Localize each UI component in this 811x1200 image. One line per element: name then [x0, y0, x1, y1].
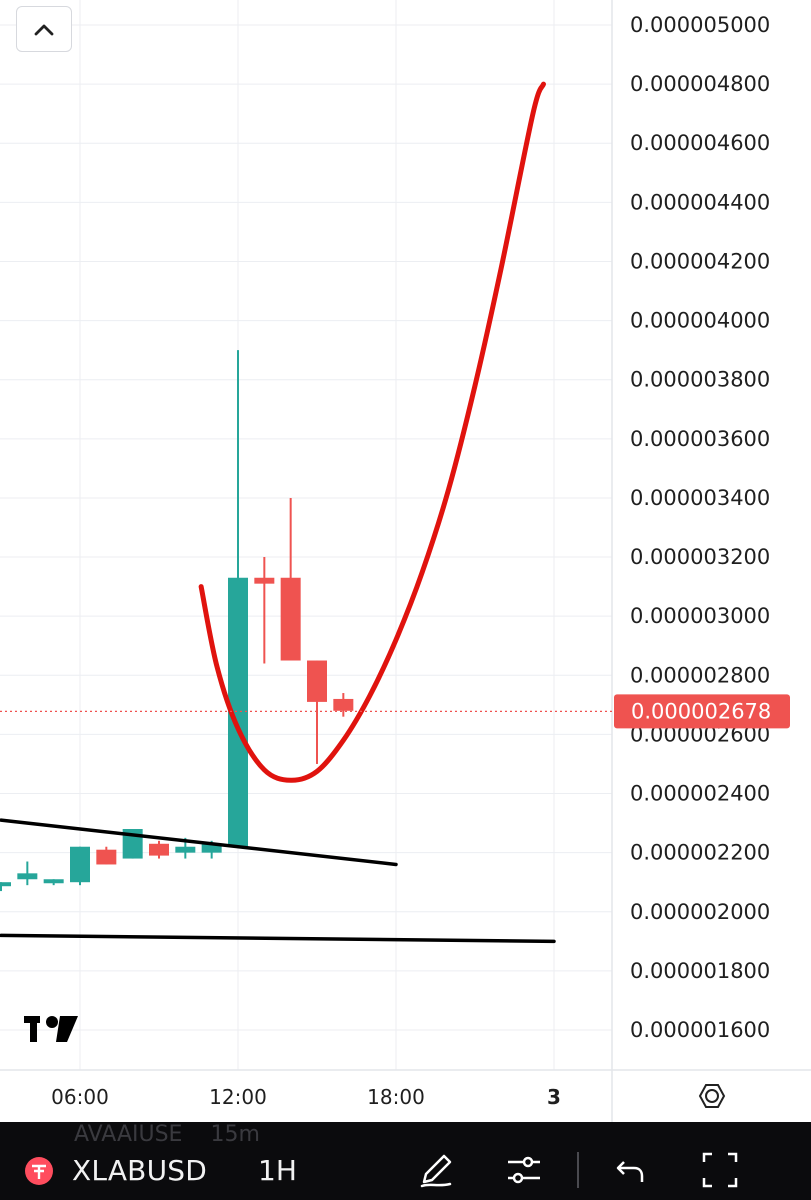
ghost-symbol-text: AVAAIUSE 15m: [74, 1122, 260, 1147]
price-tick-label: 0.000002200: [630, 841, 770, 865]
price-tick-label: 0.000003000: [630, 604, 770, 628]
price-tick-label: 0.000004800: [630, 72, 770, 96]
time-tick-label: 12:00: [209, 1085, 267, 1109]
time-tick-label: 06:00: [51, 1085, 109, 1109]
candle-body: [254, 577, 275, 584]
price-tick-label: 0.000003400: [630, 486, 770, 510]
candles: [0, 350, 354, 892]
collapse-button[interactable]: [16, 6, 72, 52]
trendline: [0, 818, 398, 867]
token-icon[interactable]: [24, 1156, 54, 1186]
candle-body: [43, 879, 64, 884]
time-tick-label: 3: [547, 1085, 561, 1109]
pencil-icon[interactable]: [416, 1150, 456, 1190]
tradingview-logo: [24, 1016, 78, 1042]
candle-body: [201, 843, 222, 853]
price-tick-label: 0.000004200: [630, 249, 770, 273]
toolbar-divider: [577, 1152, 579, 1188]
price-tick-label: 0.000004400: [630, 190, 770, 214]
candle-body: [307, 660, 327, 702]
trendlines: [0, 818, 556, 944]
trendline: [0, 933, 556, 944]
annotation-curve-path: [198, 81, 546, 783]
symbol-button[interactable]: XLABUSD: [72, 1154, 208, 1187]
last-price-label: 0.000002678: [631, 699, 771, 723]
settings-sliders-icon[interactable]: [504, 1150, 544, 1190]
interval-button[interactable]: 1H: [258, 1154, 297, 1187]
candle-body: [228, 577, 248, 847]
chart-grid: [0, 0, 811, 1122]
candle-body: [333, 698, 354, 711]
annotation-curve: [198, 81, 546, 783]
chevron-up-icon: [34, 24, 54, 36]
price-axis[interactable]: 0.000005000 0.000004800 0.000004600 0.00000…: [630, 13, 770, 1042]
bottom-toolbar: AVAAIUSE 15m XLABUSD 1H: [0, 1122, 811, 1200]
price-tick-label: 0.000002800: [630, 663, 770, 687]
time-tick-label: 18:00: [367, 1085, 425, 1109]
candle-body: [0, 882, 11, 887]
price-tick-label: 0.000003200: [630, 545, 770, 569]
last-price-marker: 0.000002678: [0, 694, 790, 729]
price-tick-label: 0.000001600: [630, 1018, 770, 1042]
price-tick-label: 0.000004000: [630, 309, 770, 333]
chart-area[interactable]: 0.000005000 0.000004800 0.000004600 0.00000…: [0, 0, 811, 1122]
undo-icon[interactable]: [612, 1150, 652, 1190]
candle-body: [280, 577, 301, 661]
price-tick-label: 0.000004600: [630, 131, 770, 155]
candle-body: [149, 843, 169, 856]
last-price-badge: [614, 694, 790, 729]
candle-body: [17, 873, 38, 880]
gear-icon[interactable]: [698, 1084, 726, 1108]
time-axis[interactable]: 06:00 12:00 18:00 3: [51, 1085, 561, 1109]
price-tick-label: 0.000005000: [630, 13, 770, 37]
fullscreen-icon[interactable]: [700, 1150, 740, 1190]
candle-body: [70, 846, 90, 883]
candle-body: [96, 849, 117, 865]
price-tick-label: 0.000002400: [630, 782, 770, 806]
candle-body: [175, 846, 196, 853]
price-tick-label: 0.000002000: [630, 900, 770, 924]
price-tick-label: 0.000003600: [630, 427, 770, 451]
price-tick-label: 0.000003800: [630, 368, 770, 392]
price-tick-label: 0.000001800: [630, 959, 770, 983]
